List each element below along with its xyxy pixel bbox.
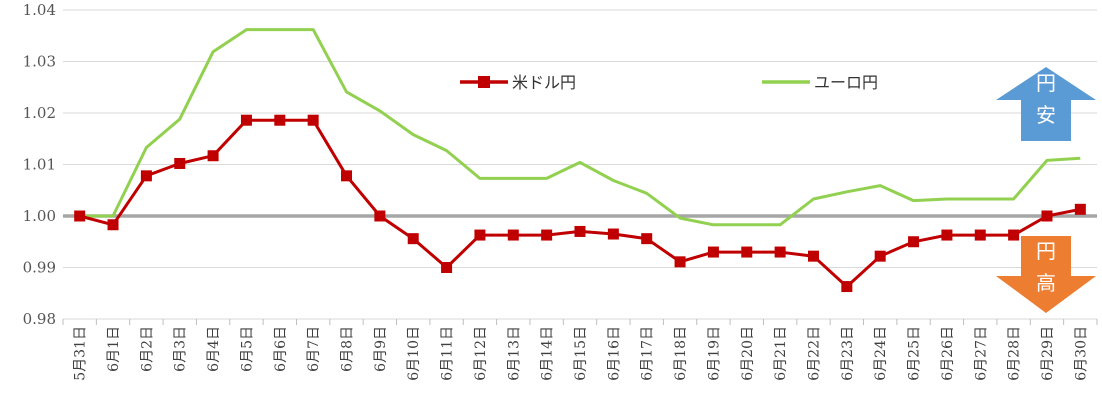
up-arrow-label-1: 円 [1036, 71, 1056, 95]
series-0-point-30 [1074, 203, 1086, 215]
series-0-point-23 [841, 281, 853, 293]
y-tick-label-5: 1.03 [23, 53, 56, 71]
series-0-point-4 [207, 150, 219, 162]
x-tick-label-27: 6月27日 [973, 326, 989, 381]
series-0-point-25 [908, 236, 920, 248]
series-0-point-14 [541, 229, 553, 241]
series-0-point-12 [474, 229, 486, 241]
x-tick-label-24: 6月24日 [873, 326, 889, 381]
series-0-point-5 [240, 114, 252, 126]
series-0-point-8 [341, 170, 353, 182]
series-0-point-27 [974, 229, 986, 241]
x-tick-label-17: 6月17日 [640, 326, 656, 381]
x-tick-label-8: 6月8日 [340, 326, 356, 372]
x-tick-label-23: 6月23日 [840, 326, 856, 381]
x-tick-label-18: 6月18日 [673, 326, 689, 381]
down-arrow-icon [996, 236, 1096, 313]
series-0-point-0 [74, 210, 86, 222]
up-arrow-icon [996, 67, 1096, 141]
x-tick-label-25: 6月25日 [907, 326, 923, 381]
series-0-point-9 [374, 210, 386, 222]
x-tick-label-19: 6月19日 [706, 326, 722, 381]
series-0-point-10 [407, 233, 419, 245]
series-0-point-2 [140, 170, 152, 182]
x-tick-label-7: 6月7日 [306, 326, 322, 372]
y-tick-label-4: 1.02 [23, 104, 56, 122]
series-0-point-22 [807, 250, 819, 262]
legend-entry-eur-jpy: ユーロ円 [762, 73, 878, 92]
gridlines [63, 9, 1097, 320]
y-tick-label-1: 0.99 [23, 259, 56, 277]
x-tick-label-2: 6月2日 [139, 326, 155, 372]
x-tick-label-5: 6月5日 [239, 326, 255, 372]
legend: 米ドル円 ユーロ円 [460, 73, 878, 92]
legend-entry-usd-jpy: 米ドル円 [460, 73, 576, 92]
x-tick-label-4: 6月4日 [206, 326, 222, 372]
y-tick-label-6: 1.04 [23, 1, 56, 19]
x-tick-label-13: 6月13日 [506, 326, 522, 381]
x-tick-label-26: 6月26日 [940, 326, 956, 381]
y-tick-label-3: 1.01 [23, 156, 56, 174]
x-tick-label-9: 6月9日 [373, 326, 389, 372]
x-tick-label-28: 6月28日 [1007, 326, 1023, 381]
series-0-point-1 [107, 219, 119, 231]
x-tick-label-10: 6月10日 [406, 326, 422, 381]
series-0-point-7 [307, 114, 319, 126]
x-tick-label-0: 5月31日 [73, 326, 89, 381]
down-arrow-label-1: 円 [1036, 239, 1056, 263]
series-0-point-6 [274, 114, 286, 126]
series-0-point-13 [507, 229, 519, 241]
series-0-point-26 [941, 229, 953, 241]
x-tick-label-6: 6月6日 [273, 326, 289, 372]
series-0-point-29 [1041, 210, 1053, 222]
x-tick-label-14: 6月14日 [540, 326, 556, 381]
up-arrow-label-2: 安 [1036, 103, 1056, 127]
y-tick-label-2: 1.00 [23, 207, 56, 225]
series-0-point-21 [774, 246, 786, 258]
series-line-0 [79, 118, 1081, 289]
series-line-1 [79, 28, 1081, 227]
x-tick-label-20: 6月20日 [740, 326, 756, 381]
x-tick-label-30: 6月30日 [1073, 326, 1089, 381]
legend-marker-usd-jpy [478, 76, 490, 88]
x-tick-label-22: 6月22日 [806, 326, 822, 381]
y-tick-label-0: 0.98 [23, 310, 56, 328]
series-0-point-11 [441, 262, 453, 273]
legend-label-eur-jpy: ユーロ円 [814, 73, 878, 92]
series-0-point-15 [574, 225, 586, 237]
x-tick-label-21: 6月21日 [773, 326, 789, 381]
series-0-point-28 [1008, 229, 1020, 241]
y-axis: 0.98 0.99 1.00 1.01 1.02 1.03 1.04 [23, 1, 56, 328]
x-tick-label-1: 6月1日 [106, 326, 122, 372]
series-0-point-3 [174, 157, 186, 169]
x-tick-label-15: 6月15日 [573, 326, 589, 381]
x-tick-label-3: 6月3日 [173, 326, 189, 372]
series-group [74, 28, 1086, 293]
series-0-point-18 [674, 256, 686, 268]
yen-strong-annotation: 円 高 [996, 236, 1096, 313]
x-tick-label-11: 6月11日 [440, 326, 456, 381]
x-tick-label-16: 6月16日 [606, 326, 622, 381]
down-arrow-label-2: 高 [1036, 271, 1056, 295]
series-0-point-24 [874, 250, 886, 262]
series-0-point-17 [641, 233, 653, 245]
series-0-point-16 [607, 228, 619, 240]
x-tick-label-12: 6月12日 [473, 326, 489, 381]
legend-label-usd-jpy: 米ドル円 [512, 73, 576, 92]
x-tick-label-29: 6月29日 [1040, 326, 1056, 381]
x-axis: 5月31日 6月1日 6月2日 6月3日 6月4日 6月5日 6月6日 6月7日 6月8日 6月9… [62, 319, 1098, 381]
yen-weak-annotation: 円 安 [996, 67, 1096, 141]
series-0-point-20 [741, 246, 753, 258]
series-0-point-19 [707, 246, 719, 258]
